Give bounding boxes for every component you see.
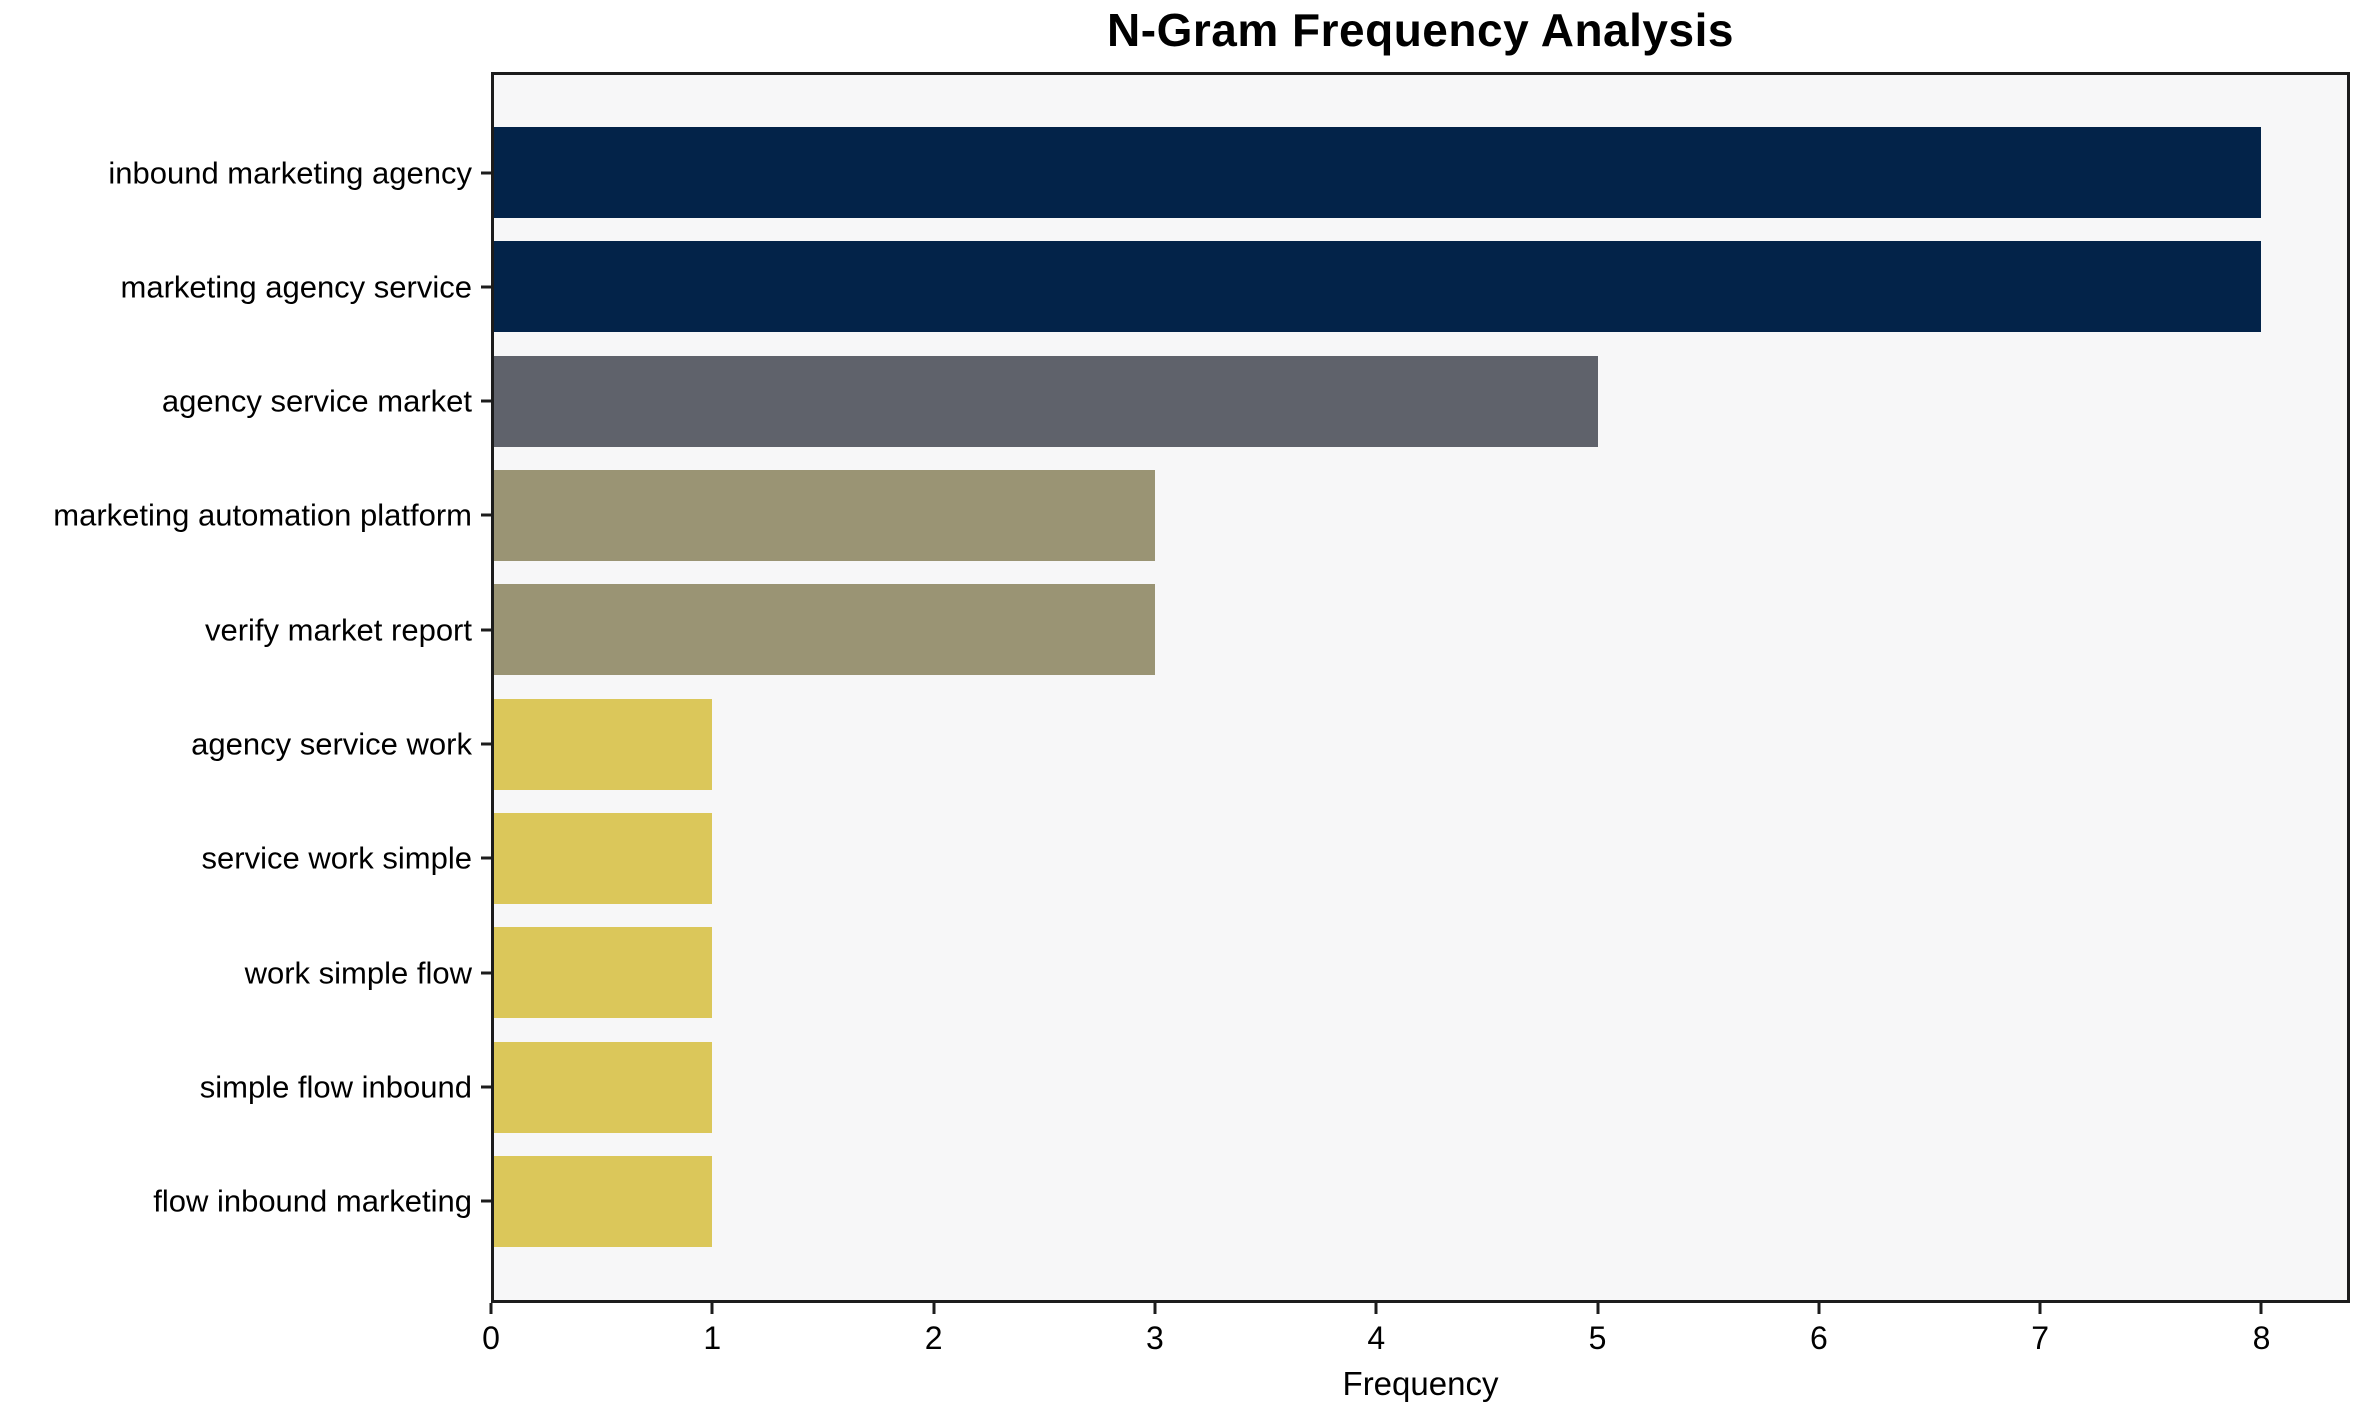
x-tick-label: 2	[924, 1320, 943, 1356]
y-tick-mark	[481, 971, 491, 975]
x-tick-label: 4	[1367, 1320, 1386, 1356]
chart-title: N-Gram Frequency Analysis	[1107, 4, 1734, 56]
bar	[491, 127, 2261, 218]
bar	[491, 812, 712, 904]
x-tick-mark	[932, 1303, 936, 1314]
bar	[491, 469, 1155, 561]
x-tick-mark	[1596, 1303, 1600, 1314]
x-tick-label: 0	[482, 1320, 500, 1356]
y-tick-label: marketing automation platform	[53, 497, 472, 533]
x-tick-mark	[2038, 1303, 2042, 1314]
plot-area	[491, 72, 2350, 1303]
bar	[491, 698, 712, 790]
bar	[491, 1155, 712, 1247]
y-tick-mark	[481, 856, 491, 860]
x-tick-mark	[1153, 1303, 1157, 1314]
x-tick-mark	[1374, 1303, 1378, 1314]
y-tick-mark	[481, 628, 491, 632]
x-tick-label: 7	[2031, 1320, 2050, 1356]
y-tick-mark	[481, 1085, 491, 1089]
x-tick-label: 6	[1809, 1320, 1828, 1356]
bar	[491, 584, 1155, 676]
x-axis-title: Frequency	[1342, 1365, 1499, 1402]
x-tick-mark	[2259, 1303, 2263, 1314]
y-tick-label: flow inbound marketing	[153, 1183, 472, 1219]
y-tick-mark	[481, 285, 491, 289]
y-tick-mark	[481, 1199, 491, 1203]
y-tick-mark	[481, 513, 491, 517]
y-tick-mark	[481, 742, 491, 746]
bar	[491, 927, 712, 1019]
x-tick-mark	[489, 1303, 493, 1314]
x-tick-mark	[710, 1303, 714, 1314]
bar	[491, 1041, 712, 1133]
bar	[491, 241, 2261, 333]
bar	[491, 355, 1598, 447]
y-tick-mark	[481, 171, 491, 174]
y-tick-label: simple flow inbound	[199, 1069, 472, 1105]
y-tick-label: agency service work	[191, 726, 472, 762]
x-tick-label: 8	[2252, 1320, 2271, 1356]
x-tick-label: 3	[1146, 1320, 1164, 1356]
y-tick-label: agency service market	[161, 383, 472, 419]
y-tick-mark	[481, 399, 491, 403]
x-tick-label: 1	[703, 1320, 722, 1356]
y-tick-label: marketing agency service	[120, 269, 473, 305]
x-tick-label: 5	[1588, 1320, 1607, 1356]
y-tick-label: service work simple	[201, 840, 472, 876]
y-tick-label: verify market report	[204, 612, 472, 648]
x-tick-mark	[1817, 1303, 1821, 1314]
y-tick-label: inbound marketing agency	[108, 155, 472, 190]
y-tick-label: work simple flow	[244, 955, 472, 991]
